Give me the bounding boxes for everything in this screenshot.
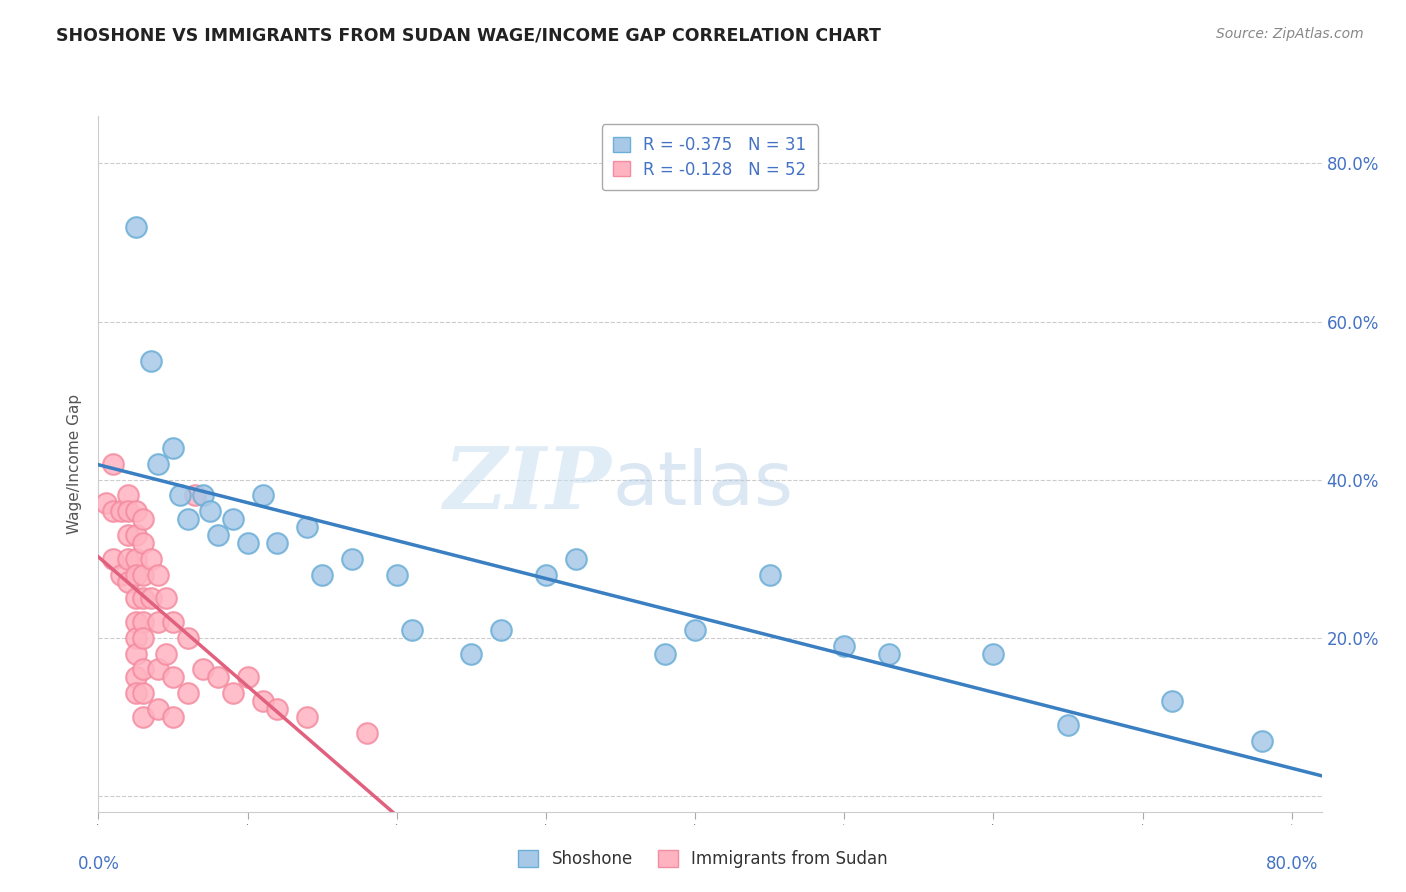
Point	[125, 686, 148, 700]
Point	[146, 457, 169, 471]
Point	[132, 536, 155, 550]
Legend: R = -0.375   N = 31, R = -0.128   N = 52: R = -0.375 N = 31, R = -0.128 N = 52	[602, 124, 818, 190]
Point	[356, 725, 378, 739]
Point	[191, 488, 214, 502]
Point	[132, 591, 155, 606]
Point	[125, 615, 148, 629]
Point	[132, 615, 155, 629]
Point	[139, 591, 162, 606]
Point	[146, 702, 169, 716]
Point	[385, 567, 408, 582]
Point	[832, 639, 855, 653]
Legend: Shoshone, Immigrants from Sudan: Shoshone, Immigrants from Sudan	[512, 843, 894, 875]
Point	[221, 512, 243, 526]
Point	[117, 575, 139, 590]
Point	[162, 710, 184, 724]
Point	[110, 504, 132, 518]
Point	[132, 686, 155, 700]
Point	[139, 354, 162, 368]
Point	[177, 512, 200, 526]
Point	[162, 441, 184, 455]
Point	[401, 623, 423, 637]
Point	[177, 686, 200, 700]
Point	[125, 551, 148, 566]
Point	[162, 615, 184, 629]
Point	[1161, 694, 1184, 708]
Point	[132, 512, 155, 526]
Text: 0.0%: 0.0%	[77, 855, 120, 873]
Point	[103, 457, 125, 471]
Point	[117, 551, 139, 566]
Point	[117, 488, 139, 502]
Point	[125, 647, 148, 661]
Point	[460, 647, 482, 661]
Point	[252, 694, 274, 708]
Point	[94, 496, 117, 510]
Point	[297, 710, 319, 724]
Point	[146, 662, 169, 676]
Point	[139, 551, 162, 566]
Point	[340, 551, 363, 566]
Point	[125, 591, 148, 606]
Point	[236, 536, 259, 550]
Point	[489, 623, 512, 637]
Point	[125, 670, 148, 684]
Point	[103, 504, 125, 518]
Point	[125, 504, 148, 518]
Point	[983, 647, 1005, 661]
Point	[184, 488, 207, 502]
Point	[252, 488, 274, 502]
Point	[169, 488, 191, 502]
Text: ZIP: ZIP	[444, 443, 612, 526]
Point	[155, 647, 177, 661]
Point	[236, 670, 259, 684]
Point	[1251, 733, 1274, 747]
Point	[266, 702, 288, 716]
Point	[132, 631, 155, 645]
Point	[117, 528, 139, 542]
Text: atlas: atlas	[612, 448, 793, 521]
Point	[155, 591, 177, 606]
Point	[146, 567, 169, 582]
Text: Source: ZipAtlas.com: Source: ZipAtlas.com	[1216, 27, 1364, 41]
Text: SHOSHONE VS IMMIGRANTS FROM SUDAN WAGE/INCOME GAP CORRELATION CHART: SHOSHONE VS IMMIGRANTS FROM SUDAN WAGE/I…	[56, 27, 882, 45]
Point	[683, 623, 706, 637]
Point	[125, 528, 148, 542]
Point	[565, 551, 588, 566]
Point	[177, 631, 200, 645]
Point	[200, 504, 222, 518]
Point	[877, 647, 900, 661]
Point	[191, 662, 214, 676]
Point	[266, 536, 288, 550]
Point	[311, 567, 333, 582]
Point	[117, 504, 139, 518]
Point	[1057, 717, 1080, 731]
Y-axis label: Wage/Income Gap: Wage/Income Gap	[67, 393, 83, 534]
Point	[110, 567, 132, 582]
Point	[146, 615, 169, 629]
Point	[207, 670, 229, 684]
Point	[125, 631, 148, 645]
Point	[103, 551, 125, 566]
Text: 80.0%: 80.0%	[1265, 855, 1317, 873]
Point	[132, 710, 155, 724]
Point	[207, 528, 229, 542]
Point	[125, 567, 148, 582]
Point	[654, 647, 676, 661]
Point	[758, 567, 780, 582]
Point	[534, 567, 557, 582]
Point	[297, 520, 319, 534]
Point	[221, 686, 243, 700]
Point	[132, 567, 155, 582]
Point	[162, 670, 184, 684]
Point	[132, 662, 155, 676]
Point	[125, 219, 148, 234]
